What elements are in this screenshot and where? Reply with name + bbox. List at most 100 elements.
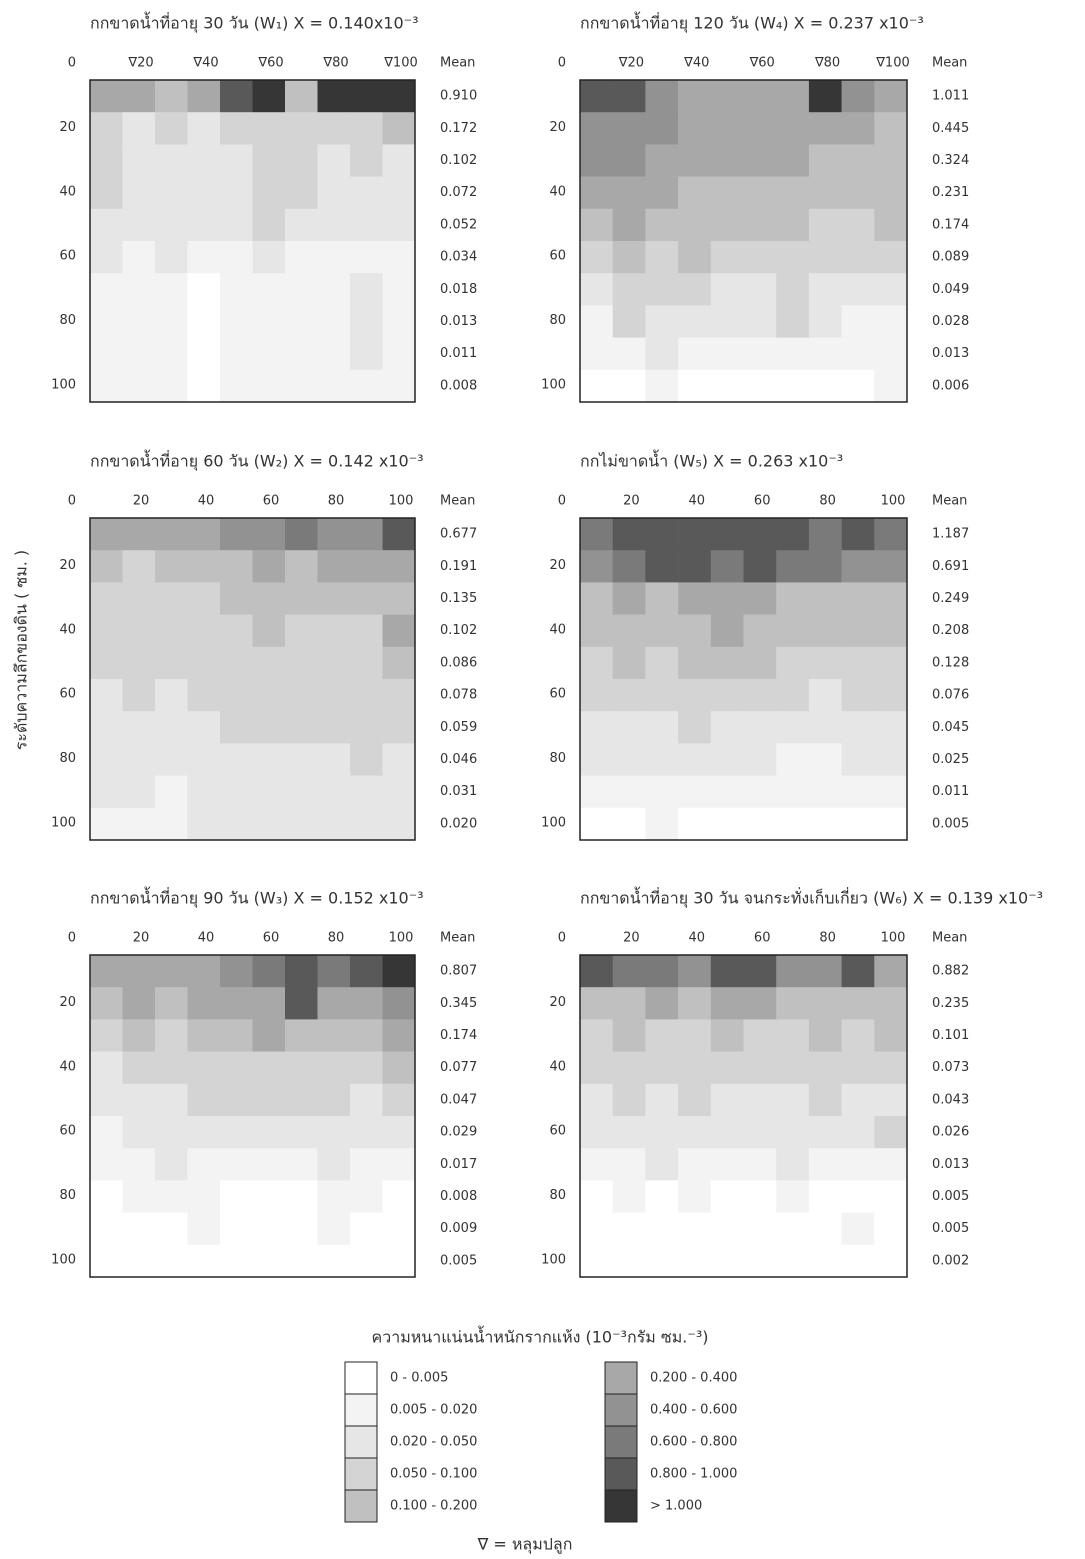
x-tick-label: 80 [328, 494, 345, 509]
heatmap-cell [744, 338, 777, 371]
heatmap-cell [350, 615, 383, 648]
heatmap-cell [285, 776, 318, 809]
row-mean: 0.052 [440, 217, 477, 232]
heatmap-cell [580, 550, 613, 583]
heatmap-cell [613, 679, 646, 712]
heatmap-cell [350, 647, 383, 680]
heatmap-cell [90, 711, 123, 744]
heatmap-cell [123, 177, 156, 210]
heatmap-cell [155, 338, 188, 371]
heatmap-cell [874, 550, 907, 583]
row-mean: 0.011 [440, 346, 477, 361]
heatmap-cell [350, 743, 383, 776]
heatmap-cell [188, 776, 221, 809]
heatmap-cell [188, 338, 221, 371]
heatmap-cell [744, 808, 777, 841]
heatmap-cell [285, 112, 318, 145]
heatmap-cell [874, 743, 907, 776]
heatmap-cell [350, 776, 383, 809]
heatmap-cell [678, 1019, 711, 1052]
heatmap-cell [188, 177, 221, 210]
x-tick-label: 100 [881, 931, 906, 946]
heatmap-cell [253, 1245, 286, 1278]
heatmap-cell [285, 647, 318, 680]
heatmap-cell [90, 209, 123, 242]
heatmap-cell [285, 518, 318, 551]
heatmap-cell [90, 1180, 123, 1213]
heatmap-cell [220, 1180, 253, 1213]
row-mean: 0.235 [932, 996, 969, 1011]
row-mean: 1.187 [932, 527, 969, 542]
heatmap-cell [711, 80, 744, 113]
x-tick-label: ∇60 [257, 56, 283, 71]
heatmap-cell [253, 1084, 286, 1117]
row-mean: 0.011 [932, 784, 969, 799]
heatmap-cell [645, 1084, 678, 1117]
heatmap-cell [842, 955, 875, 988]
heatmap-cell [188, 1084, 221, 1117]
heatmap-cell [744, 647, 777, 680]
heatmap-cell [155, 550, 188, 583]
row-mean: 0.025 [932, 752, 969, 767]
heatmap-cell [613, 338, 646, 371]
heatmap-cell [220, 679, 253, 712]
heatmap-cell [155, 1084, 188, 1117]
heatmap-cell [613, 955, 646, 988]
heatmap-cell [645, 550, 678, 583]
heatmap-cell [874, 518, 907, 551]
heatmap-cell [155, 615, 188, 648]
heatmap-cell [711, 1148, 744, 1181]
heatmap-cell [678, 615, 711, 648]
heatmap-cell [809, 1084, 842, 1117]
heatmap-cell [580, 273, 613, 306]
figure: ระดับความลึกของดิน ( ซม. ) ความหนาแน่นน้… [0, 0, 1085, 1559]
heatmap-cell [613, 1052, 646, 1085]
heatmap-cell [580, 518, 613, 551]
legend-swatch [345, 1394, 377, 1426]
y-tick-label: 100 [51, 378, 76, 393]
heatmap-cell [842, 112, 875, 145]
heatmap-cell [123, 112, 156, 145]
y-tick-label: 0 [558, 494, 566, 509]
heatmap-cell [318, 370, 351, 403]
mean-header: Mean [932, 56, 967, 71]
heatmap-cell [580, 80, 613, 113]
heatmap-cell [318, 582, 351, 615]
y-tick-label: 0 [68, 56, 76, 71]
row-mean: 0.008 [440, 378, 477, 393]
heatmap-cell [874, 209, 907, 242]
heatmap-cell [580, 177, 613, 210]
heatmap-cell [155, 711, 188, 744]
heatmap-cell [123, 305, 156, 338]
mean-header: Mean [932, 494, 967, 509]
heatmap-cell [188, 955, 221, 988]
row-mean: 0.029 [440, 1125, 477, 1140]
heatmap-cell [809, 987, 842, 1020]
heatmap-cell [350, 1084, 383, 1117]
heatmap-cell [253, 518, 286, 551]
heatmap-cell [188, 647, 221, 680]
heatmap-cell [253, 550, 286, 583]
row-mean: 0.135 [440, 591, 477, 606]
heatmap-cell [350, 955, 383, 988]
heatmap-cell [220, 112, 253, 145]
heatmap-cell [123, 1213, 156, 1246]
heatmap-cell [383, 1245, 416, 1278]
heatmap-cell [776, 987, 809, 1020]
chart-title: กกขาดน้ำที่อายุ 30 วัน จนกระทั่งเก็บเกี่… [580, 887, 1043, 909]
heatmap-cell [645, 112, 678, 145]
heatmap-cell [744, 80, 777, 113]
heatmap-cell [776, 209, 809, 242]
heatmap-cell [744, 743, 777, 776]
heatmap-cell [253, 808, 286, 841]
heatmap-cell [809, 177, 842, 210]
heatmap-cell [123, 679, 156, 712]
heatmap-cell [383, 1052, 416, 1085]
heatmap-cell [842, 370, 875, 403]
row-mean: 0.677 [440, 527, 477, 542]
heatmap-cell [188, 1019, 221, 1052]
heatmap-cell [776, 582, 809, 615]
heatmap-cell [645, 518, 678, 551]
x-tick-label: ∇60 [749, 56, 775, 71]
row-mean: 0.049 [932, 282, 969, 297]
